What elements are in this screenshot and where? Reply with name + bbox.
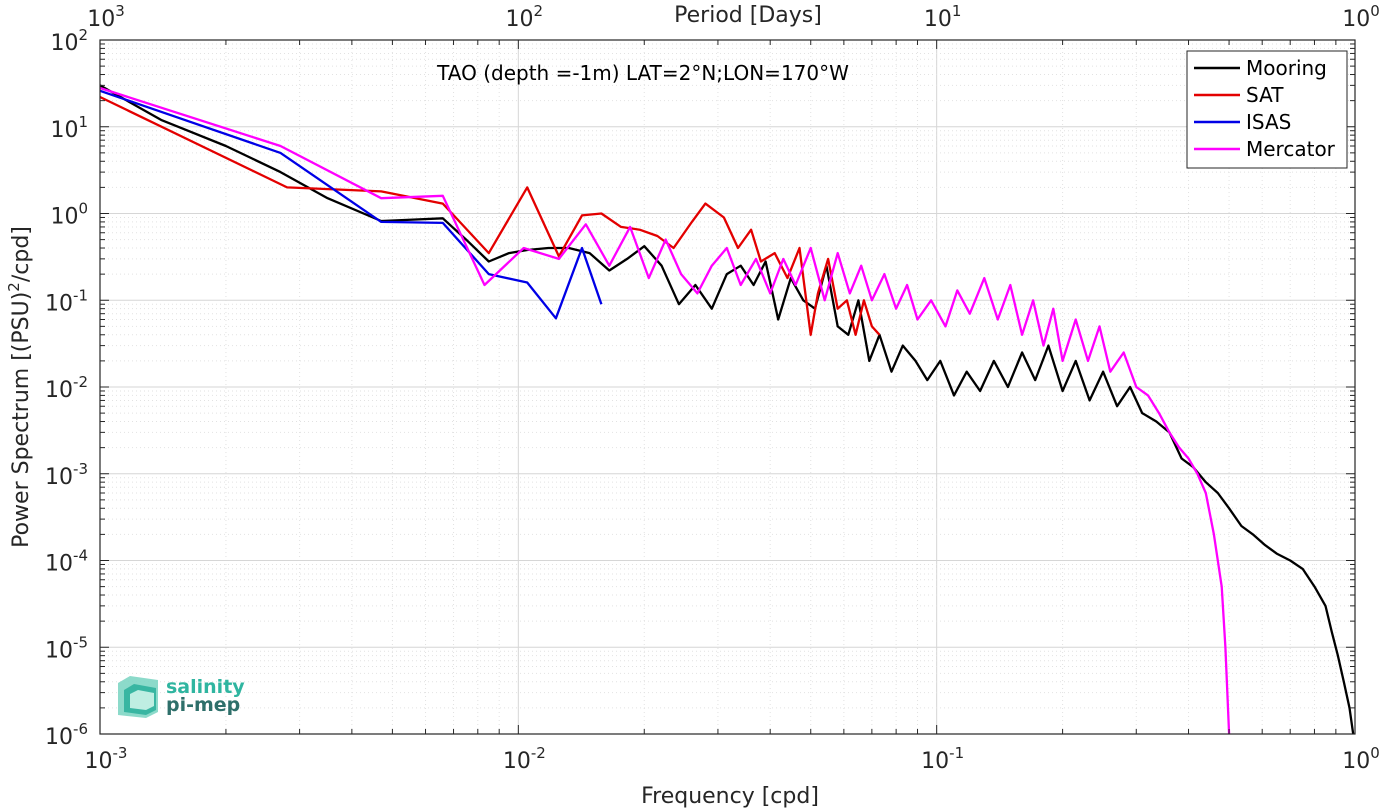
y-tick-label-base: 10 xyxy=(50,205,78,230)
series-line-mercator xyxy=(99,86,1231,735)
x-tick-label: 100 xyxy=(1342,744,1380,774)
top-axis-title: Period [Days] xyxy=(674,3,822,28)
x-tick-label: 10-1 xyxy=(921,744,964,774)
series-line-mooring xyxy=(99,84,1355,735)
tick-marks xyxy=(99,39,1355,735)
top-tick-label-base: 10 xyxy=(87,7,115,32)
y-tick-label-base: 10 xyxy=(45,291,73,316)
top-tick-label-exp: 2 xyxy=(534,2,544,20)
top-tick-label-exp: 0 xyxy=(1370,2,1380,20)
series-group xyxy=(99,84,1355,735)
legend-label-mooring: Mooring xyxy=(1246,56,1327,80)
x-tick-labels: 10-3 10-2 10-1 100 xyxy=(85,744,1380,774)
y-tick-label-exp: -5 xyxy=(73,633,88,651)
y-tick-label: 10-1 xyxy=(45,286,88,316)
legend-label-mercator: Mercator xyxy=(1246,137,1336,161)
y-tick-label-exp: -4 xyxy=(73,547,88,565)
y-tick-label: 10-6 xyxy=(45,720,88,750)
top-tick-label-base: 10 xyxy=(1342,7,1370,32)
y-tick-label-exp: 1 xyxy=(78,113,88,131)
chart-annotation: TAO (depth =-1m) LAT=2°N;LON=170°W xyxy=(436,61,849,85)
grid xyxy=(99,40,1355,734)
y-tick-label-base: 10 xyxy=(45,552,73,577)
x-tick-label-base: 10 xyxy=(1342,749,1370,774)
legend-label-sat: SAT xyxy=(1246,83,1284,107)
top-tick-label-base: 10 xyxy=(506,7,534,32)
series-line-sat xyxy=(99,95,881,336)
x-axis-title: Frequency [cpd] xyxy=(641,784,819,809)
x-tick-label: 10-2 xyxy=(503,744,546,774)
top-tick-label: 100 xyxy=(1342,2,1380,32)
x-tick-label-base: 10 xyxy=(921,749,949,774)
top-tick-labels: 103 102 101 100 xyxy=(87,2,1380,32)
y-tick-label-exp: -3 xyxy=(73,460,88,478)
top-tick-label: 102 xyxy=(506,2,544,32)
series-line-isas xyxy=(99,89,603,320)
y-tick-label: 10-3 xyxy=(45,460,88,490)
y-tick-label-base: 10 xyxy=(45,465,73,490)
top-tick-label: 103 xyxy=(87,2,125,32)
y-tick-label-base: 10 xyxy=(50,118,78,143)
legend: Mooring SAT ISAS Mercator xyxy=(1186,50,1348,169)
legend-label-isas: ISAS xyxy=(1246,110,1291,134)
top-tick-label-base: 10 xyxy=(924,7,952,32)
logo-text-pimep: pi-mep xyxy=(166,694,240,716)
y-tick-label: 10-2 xyxy=(45,373,88,403)
y-tick-label-base: 10 xyxy=(45,725,73,750)
y-tick-label-exp: 0 xyxy=(78,200,88,218)
y-tick-label-exp: 2 xyxy=(78,26,88,44)
top-tick-label-exp: 1 xyxy=(952,2,962,20)
y-tick-label-exp: -1 xyxy=(73,286,88,304)
salinity-pi-mep-logo: salinity pi-mep xyxy=(118,676,245,718)
logo-wave-icon-3 xyxy=(130,690,154,710)
top-tick-label: 101 xyxy=(924,2,962,32)
y-tick-label-base: 10 xyxy=(50,31,78,56)
top-tick-label-exp: 3 xyxy=(115,2,125,20)
x-tick-label-exp: -2 xyxy=(531,744,546,762)
x-tick-label-exp: 0 xyxy=(1370,744,1380,762)
y-axis-title-sup: 2 xyxy=(5,282,23,292)
x-tick-label-base: 10 xyxy=(503,749,531,774)
y-axis-title-tail: /cpd] xyxy=(9,226,34,282)
y-tick-label: 10-4 xyxy=(45,547,88,577)
y-tick-label-exp: -6 xyxy=(73,720,88,738)
y-tick-label: 102 xyxy=(50,26,88,56)
logo-text-salinity: salinity xyxy=(166,676,245,698)
x-tick-label: 10-3 xyxy=(85,744,128,774)
x-tick-label-exp: -3 xyxy=(113,744,128,762)
x-tick-label-base: 10 xyxy=(85,749,113,774)
y-axis-title-main: Power Spectrum [(PSU) xyxy=(9,292,34,548)
y-axis-title: Power Spectrum [(PSU)2/cpd] xyxy=(5,226,34,548)
x-tick-label-exp: -1 xyxy=(949,744,964,762)
y-tick-label-base: 10 xyxy=(45,638,73,663)
y-tick-label: 10-5 xyxy=(45,633,88,663)
y-tick-label: 101 xyxy=(50,113,88,143)
y-tick-label: 100 xyxy=(50,200,88,230)
y-tick-label-exp: -2 xyxy=(73,373,88,391)
y-tick-label-base: 10 xyxy=(45,378,73,403)
legend-items: Mooring SAT ISAS Mercator xyxy=(1194,56,1336,161)
